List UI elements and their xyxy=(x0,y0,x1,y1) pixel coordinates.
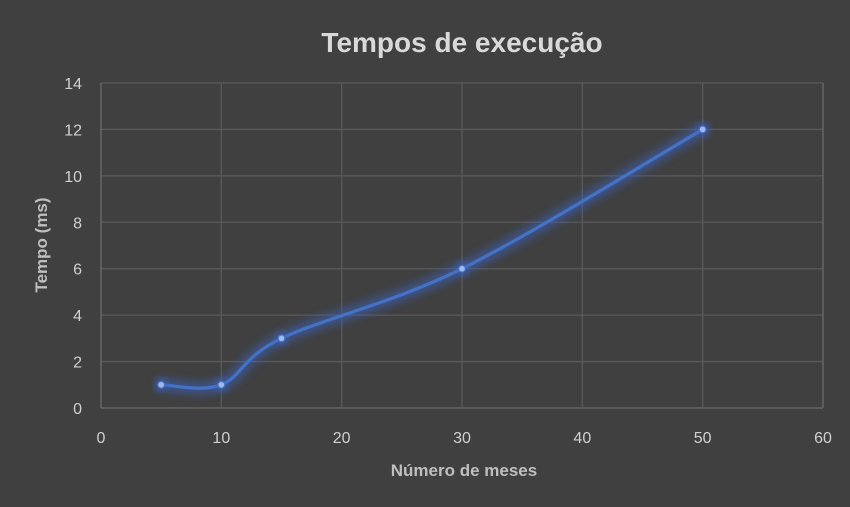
y-tick-label: 8 xyxy=(73,215,82,232)
x-tick-label: 0 xyxy=(97,430,106,447)
y-tick-label: 6 xyxy=(73,262,82,279)
data-point xyxy=(217,380,226,389)
tick-labels: 0 2 4 6 8 10 12 14 0 10 20 30 40 50 60 xyxy=(64,76,832,447)
chart-title: Tempos de execução xyxy=(321,27,602,58)
y-axis-title: Tempo (ms) xyxy=(32,197,51,292)
y-tick-label: 2 xyxy=(73,355,82,372)
gridlines xyxy=(100,82,824,409)
x-tick-label: 60 xyxy=(814,430,832,447)
x-tick-label: 50 xyxy=(694,430,712,447)
series-line xyxy=(159,127,705,390)
x-tick-label: 10 xyxy=(212,430,230,447)
series-line-glow xyxy=(156,124,708,393)
data-point xyxy=(277,334,286,343)
data-point xyxy=(698,125,707,134)
x-tick-label: 20 xyxy=(333,430,351,447)
y-tick-label: 12 xyxy=(64,122,82,139)
y-tick-label: 10 xyxy=(64,169,82,186)
series xyxy=(155,123,709,393)
data-point xyxy=(157,380,166,389)
x-tick-label: 40 xyxy=(573,430,591,447)
x-axis-title: Número de meses xyxy=(391,461,537,480)
data-point xyxy=(458,264,467,273)
y-tick-label: 4 xyxy=(73,308,82,325)
x-tick-label: 30 xyxy=(453,430,471,447)
y-tick-label: 0 xyxy=(73,401,82,418)
y-tick-label: 14 xyxy=(64,76,82,93)
